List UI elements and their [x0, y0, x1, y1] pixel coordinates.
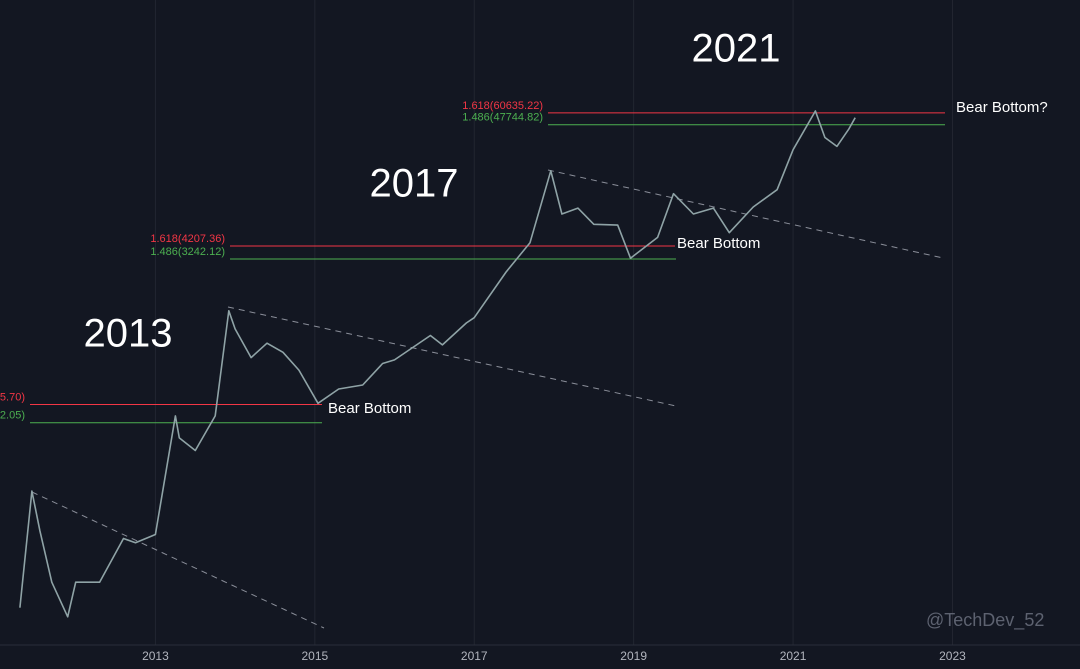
level-label: 2.05) [0, 410, 25, 422]
x-tick-label: 2023 [939, 649, 966, 663]
level-label: 5.70) [0, 391, 25, 403]
x-tick-label: 2017 [461, 649, 488, 663]
level-label: 1.618(60635.22) [462, 100, 543, 112]
x-tick-label: 2019 [620, 649, 647, 663]
annotation: Bear Bottom [677, 235, 760, 252]
annotation: 2017 [370, 162, 459, 206]
level-label: 1.486(47744.82) [462, 112, 543, 124]
annotation: 2021 [692, 27, 781, 71]
level-label: 1.618(4207.36) [150, 233, 225, 245]
trend-line [31, 491, 325, 629]
x-tick-label: 2015 [301, 649, 328, 663]
level-label: 1.486(3242.12) [150, 246, 225, 258]
price-line [19, 110, 856, 618]
trend-line [547, 169, 944, 259]
plot [19, 110, 945, 618]
trend-lines [31, 169, 944, 629]
annotation: Bear Bottom [328, 400, 411, 417]
watermark: @TechDev_52 [926, 610, 1044, 631]
x-tick-label: 2013 [142, 649, 169, 663]
annotation: Bear Bottom? [956, 99, 1048, 116]
annotation: 2013 [84, 312, 173, 356]
x-tick-label: 2021 [780, 649, 807, 663]
grid [154, 0, 953, 645]
